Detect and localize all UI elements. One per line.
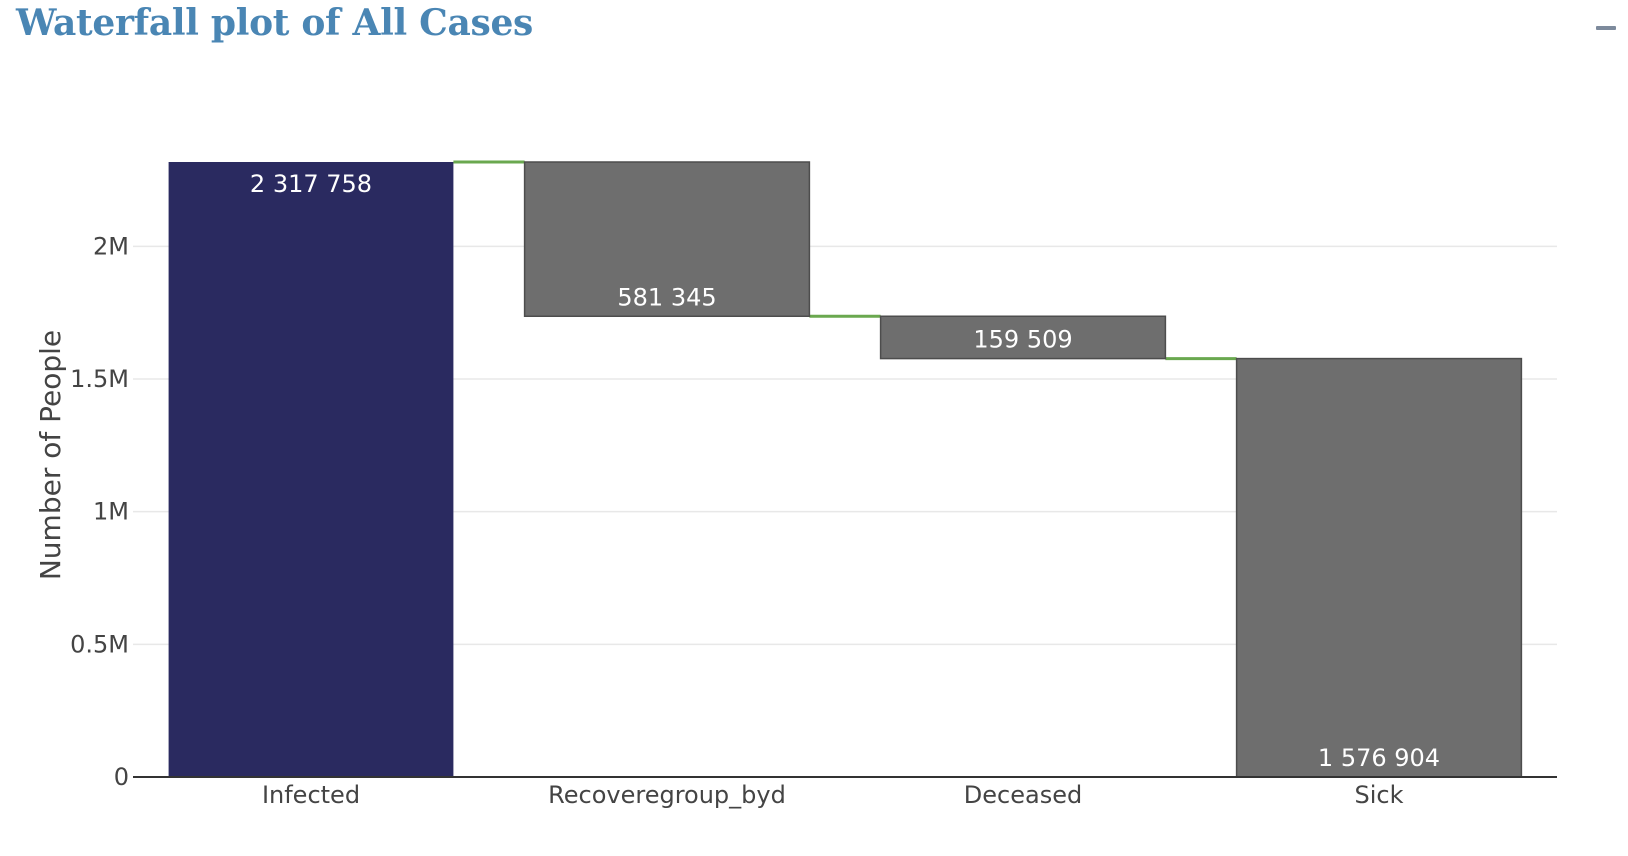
bar-value-label: 159 509 (973, 326, 1072, 354)
bar-value-label: 581 345 (617, 283, 716, 311)
x-tick-label: Infected (262, 781, 360, 809)
bar-recoveregroup_byd[interactable] (523, 161, 811, 318)
y-tick-label: 1M (93, 498, 129, 526)
y-tick-label: 2M (93, 232, 129, 260)
bars (168, 161, 1523, 778)
x-tick-label: Deceased (964, 781, 1082, 809)
bar-deceased[interactable] (879, 315, 1167, 360)
minus-icon[interactable] (1596, 26, 1616, 30)
bar-value-label: 1 576 904 (1318, 744, 1440, 772)
y-tick-label: 0 (114, 763, 129, 791)
y-tick-label: 1.5M (70, 365, 129, 393)
axes: 0 0.5M 1M 1.5M 2M Infected Recoveregroup_byd De… (70, 232, 1557, 809)
bar-sick[interactable] (1235, 357, 1523, 778)
x-tick-label: Sick (1355, 781, 1404, 809)
connectors (453, 160, 1237, 361)
panel-title: Waterfall plot of All Cases (16, 2, 534, 44)
y-tick-label: 0.5M (70, 630, 129, 658)
bar-labels: 2 317 758 581 345 159 509 1 576 904 (250, 170, 1440, 772)
x-tick-label: Recoveregroup_byd (548, 781, 786, 809)
bar-value-label: 2 317 758 (250, 170, 372, 198)
bar-infected[interactable] (168, 162, 454, 777)
y-axis-title: Number of People (34, 330, 67, 580)
